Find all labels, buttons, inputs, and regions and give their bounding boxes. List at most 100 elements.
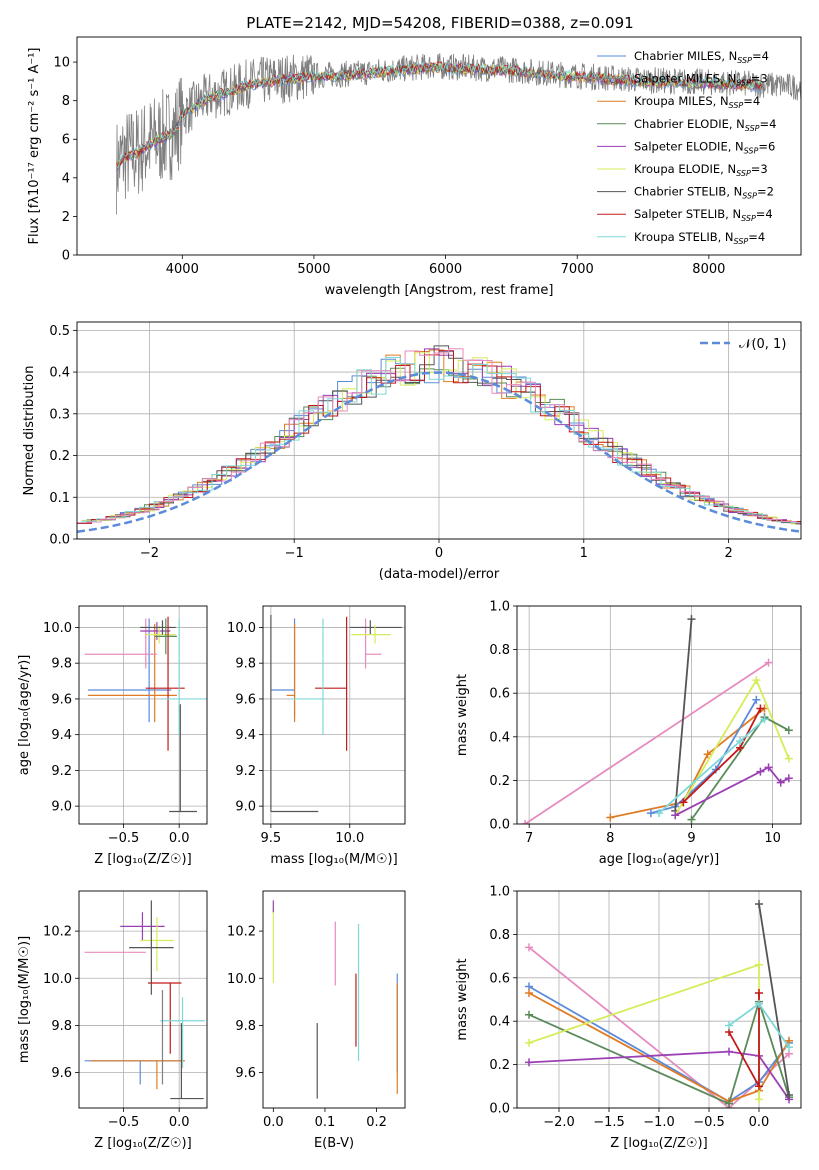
y-tick-label: 0.2 — [489, 774, 510, 789]
histogram-step-line — [86, 348, 801, 524]
spectrum-model-line — [116, 61, 762, 172]
x-tick-label: −0.5 — [108, 1115, 140, 1130]
plot-area-age-Z — [84, 616, 207, 813]
x-tick-label: 9 — [687, 831, 695, 846]
x-tick-label: −0.5 — [108, 831, 140, 846]
y-tick-label: 0.6 — [489, 971, 510, 986]
figure-title: PLATE=2142, MJD=54208, FIBERID=0388, z=0… — [246, 14, 633, 32]
data-point-marker — [760, 715, 769, 724]
data-point-marker — [784, 726, 793, 735]
x-tick-label: −2 — [140, 546, 159, 561]
x-tick-label: 0.0 — [169, 831, 190, 846]
y-tick-label: 10.2 — [227, 925, 256, 940]
spectrum-model-line — [116, 60, 762, 169]
x-tick-label: −0.5 — [693, 1115, 725, 1130]
y-tick-label: 9.4 — [235, 728, 256, 743]
y-tick-label: 0.2 — [49, 449, 70, 464]
x-axis-label: (data-model)/error — [379, 567, 500, 582]
data-point-marker — [525, 988, 533, 997]
y-tick-label: 10.0 — [227, 621, 256, 636]
y-tick-label: 9.6 — [235, 1066, 256, 1081]
x-tick-label: 8 — [606, 831, 614, 846]
y-tick-label: 0.0 — [489, 1102, 510, 1117]
series-line — [528, 963, 760, 1100]
y-tick-label: 9.4 — [51, 728, 72, 743]
axes-frame — [262, 605, 406, 825]
x-tick-label: 2 — [724, 546, 732, 561]
x-tick-label: −1 — [285, 546, 304, 561]
y-tick-label: 9.2 — [51, 764, 72, 779]
data-point-marker — [755, 1082, 763, 1091]
legend-entry: Chabrier ELODIE, NSSP=4 — [634, 117, 776, 133]
histogram-step-line — [81, 357, 801, 523]
y-tick-label: 8 — [62, 94, 70, 109]
data-point-marker — [755, 999, 763, 1008]
series-line — [528, 998, 790, 1105]
x-tick-label: 6000 — [429, 262, 462, 277]
y-tick-label: 9.2 — [235, 764, 256, 779]
data-point-marker — [525, 1010, 533, 1019]
x-axis-label: wavelength [Angstrom, rest frame] — [325, 283, 554, 298]
data-point-marker — [703, 750, 712, 759]
data-point-marker — [521, 820, 530, 824]
y-tick-label: 1.0 — [489, 600, 510, 615]
axes-frame — [76, 36, 802, 256]
histogram-step-line — [81, 349, 801, 524]
axes-mass-EBV: 0.0 0.1 0.2 9.6 9.8 10.0 10.2 E(B-V) — [227, 890, 406, 1151]
x-tick-label: −1.0 — [643, 1115, 675, 1130]
series-line — [610, 707, 766, 819]
x-axis-label: mass [log₁₀(M/M☉)] — [270, 852, 397, 867]
x-axis-label: age [log₁₀(age/yr)] — [599, 852, 720, 867]
data-point-marker — [755, 988, 763, 997]
x-tick-label: 10.0 — [335, 831, 364, 846]
x-tick-label: 1 — [580, 546, 588, 561]
y-tick-label: 9.8 — [235, 657, 256, 672]
plot-area-age-mass — [270, 614, 402, 813]
series-line — [528, 985, 790, 1103]
x-axis-label: Z [log₁₀(Z/Z☉)] — [94, 852, 191, 867]
axes-frame — [516, 890, 802, 1109]
x-tick-label: 0.0 — [263, 1115, 284, 1130]
y-tick-label: 9.8 — [235, 1019, 256, 1034]
y-tick-label: 0.8 — [489, 928, 510, 943]
y-tick-label: 0.0 — [49, 533, 70, 548]
y-tick-label: 9.6 — [51, 1066, 72, 1081]
x-tick-label: −1.5 — [593, 1115, 625, 1130]
data-point-marker — [764, 763, 773, 772]
y-tick-label: 1.0 — [489, 885, 510, 900]
plot-area-mass-Z — [84, 900, 205, 1100]
data-point-marker — [525, 1038, 533, 1047]
plot-area-weight-Z — [525, 900, 793, 1108]
y-axis-label: age [log₁₀(age/yr)] — [17, 655, 32, 776]
data-point-marker — [525, 1058, 533, 1067]
x-axis-label: Z [log₁₀(Z/Z☉)] — [94, 1136, 191, 1151]
data-point-marker — [725, 1047, 733, 1056]
y-tick-label: 0.5 — [49, 324, 70, 339]
axes-age-mass: 9.5 10.0 9.0 9.2 9.4 9.6 9.8 10.0 mass [log₁₀(M/… — [227, 605, 406, 867]
y-tick-label: 10.2 — [43, 925, 72, 940]
y-tick-label: 10 — [53, 56, 70, 71]
plot-area-weight-age — [521, 615, 793, 824]
series-line — [528, 1050, 790, 1100]
data-point-marker — [725, 1021, 733, 1030]
axes-weight-age: 7 8 9 10 0.0 0.2 0.4 0.6 0.8 1.0 age [log₁₀(age/yr… — [455, 600, 802, 867]
x-tick-label: 9.5 — [261, 831, 282, 846]
legend-entry: Chabrier STELIB, NSSP=2 — [634, 185, 774, 201]
x-tick-label: 10 — [764, 831, 781, 846]
data-point-marker — [776, 778, 785, 787]
data-point-marker — [687, 815, 696, 824]
data-point-marker — [736, 737, 745, 746]
y-tick-label: 0.8 — [489, 643, 510, 658]
data-point-marker — [756, 704, 765, 713]
axes-frame — [262, 890, 406, 1109]
data-point-marker — [687, 615, 696, 624]
series-line — [528, 992, 790, 1103]
data-point-marker — [655, 809, 663, 818]
series-line — [758, 903, 790, 1096]
x-tick-label: 4000 — [166, 262, 199, 277]
y-axis-label: mass weight — [455, 674, 470, 756]
x-tick-label: 7 — [525, 831, 533, 846]
y-tick-label: 0.0 — [489, 818, 510, 833]
